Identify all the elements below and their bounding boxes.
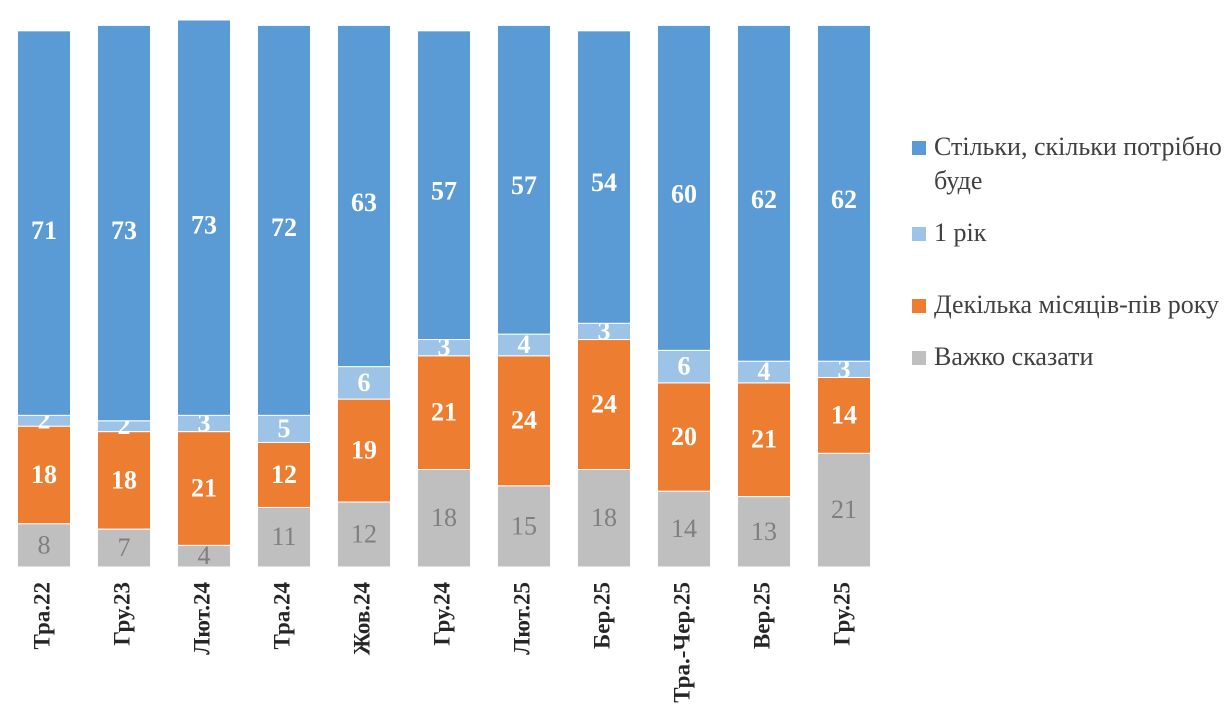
x-tick-label: Тра.24 [269, 582, 294, 650]
legend-label: Важко сказати [934, 342, 1094, 371]
data-label: 4 [518, 330, 531, 359]
bar-segment [337, 24, 391, 368]
data-label: 24 [591, 389, 617, 418]
legend-swatch [912, 141, 926, 155]
data-label: 62 [831, 185, 857, 214]
legend-item: 1 рік [912, 216, 1227, 250]
data-label: 14 [831, 400, 857, 429]
legend-swatch [912, 227, 926, 241]
bar-segment [97, 24, 151, 422]
bar-segment [257, 506, 311, 568]
legend-label: Декілька місяців-пів року [934, 290, 1219, 319]
bar-segment [657, 382, 711, 492]
legend-label: 1 рік [934, 218, 987, 247]
bar-segment [417, 469, 471, 568]
x-tick-label: Лют.25 [509, 582, 534, 655]
data-label: 18 [591, 503, 617, 532]
legend-swatch [912, 351, 926, 365]
legend-swatch [912, 299, 926, 313]
data-label: 19 [351, 436, 377, 465]
data-label: 11 [271, 522, 296, 551]
bar-segment [337, 398, 391, 503]
bar-segment [17, 523, 71, 568]
data-label: 12 [271, 460, 297, 489]
x-tick-label: Лют.24 [189, 582, 214, 655]
legend-item: Важко сказати [912, 340, 1227, 374]
x-tick-label: Тра.22 [29, 582, 54, 650]
data-label: 57 [431, 176, 457, 205]
data-label: 63 [351, 188, 377, 217]
data-label: 71 [31, 216, 57, 245]
x-tick-label: Гру.23 [109, 582, 134, 646]
data-label: 24 [511, 406, 537, 435]
data-label: 4 [198, 541, 211, 570]
bar-segment [817, 452, 871, 568]
x-tick-label: Бер.25 [589, 582, 614, 649]
data-label: 21 [431, 398, 457, 427]
data-label: 21 [751, 425, 777, 454]
bar-segment [177, 19, 231, 416]
bar-segment [417, 30, 471, 341]
data-label: 18 [111, 465, 137, 494]
bar-segment [497, 355, 551, 487]
bar-segment [177, 431, 231, 546]
bar-segment [337, 501, 391, 568]
data-label: 20 [671, 422, 697, 451]
legend-label: Стільки, скільки потрібно буде [934, 132, 1222, 195]
bar-segment [657, 24, 711, 351]
x-tick-label: Гру.25 [829, 582, 854, 646]
x-tick-label: Тра.-Чер.25 [669, 582, 694, 703]
data-label: 21 [191, 473, 217, 502]
data-label: 12 [351, 519, 377, 548]
data-label: 13 [751, 517, 777, 546]
bar-segment [737, 496, 791, 568]
data-label: 7 [118, 533, 131, 562]
bar-segment [337, 366, 391, 400]
data-label: 6 [678, 352, 691, 381]
legend-item: Стільки, скільки потрібно буде [912, 130, 1227, 198]
bar-segment [657, 349, 711, 384]
legend-item: Декілька місяців-пів року [912, 288, 1227, 322]
bar-segment [577, 339, 631, 471]
bar-segment [257, 24, 311, 416]
data-label: 73 [111, 216, 137, 245]
bar-segment [737, 382, 791, 498]
chart: 818271Тра.22718273Гру.23421373Лют.241112… [17, 19, 871, 703]
data-label: 73 [191, 211, 217, 240]
x-tick-label: Гру.24 [429, 582, 454, 646]
data-label: 60 [671, 179, 697, 208]
data-label: 72 [271, 213, 297, 242]
bar-segment [817, 24, 871, 362]
bar-segment [737, 24, 791, 362]
data-label: 62 [751, 185, 777, 214]
bar-segment [257, 441, 311, 508]
data-label: 57 [511, 171, 537, 200]
data-label: 18 [431, 503, 457, 532]
data-label: 6 [358, 368, 371, 397]
data-label: 15 [511, 511, 537, 540]
data-label: 14 [671, 514, 697, 543]
bar-segment [17, 30, 71, 416]
data-label: 18 [31, 460, 57, 489]
data-label: 21 [831, 495, 857, 524]
legend: Стільки, скільки потрібно буде 1 рік Декіл… [912, 130, 1227, 374]
data-label: 8 [38, 530, 51, 559]
data-label: 54 [591, 168, 617, 197]
data-label: 5 [278, 414, 291, 443]
x-tick-label: Вер.25 [749, 582, 774, 649]
bar-segment [497, 24, 551, 335]
bar-segment [497, 485, 551, 568]
bar-segment [577, 469, 631, 568]
bar-segment [817, 376, 871, 454]
bar-segment [577, 30, 631, 324]
data-label: 4 [758, 357, 771, 386]
x-tick-label: Жов.24 [349, 582, 374, 656]
bar-segment [17, 425, 71, 525]
